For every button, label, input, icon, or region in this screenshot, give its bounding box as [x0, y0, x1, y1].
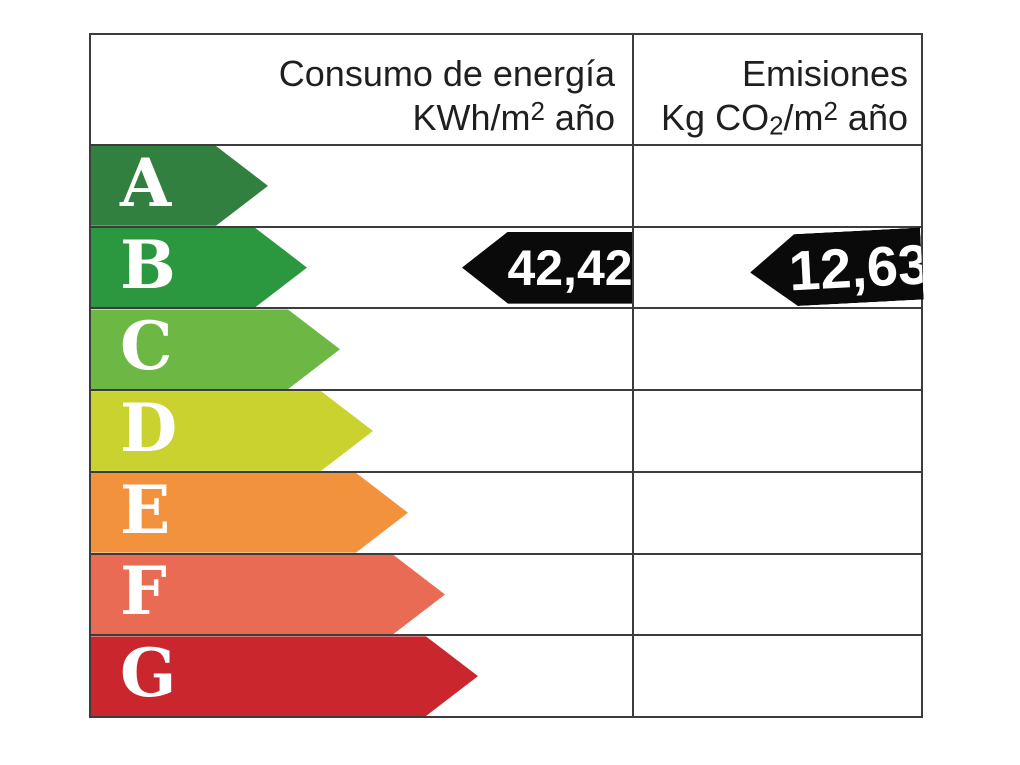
- rating-bar-a: A: [91, 146, 268, 226]
- rating-letter-d: D: [120, 389, 178, 468]
- rating-letter-c: C: [120, 307, 173, 386]
- emissions-unit-tail: año: [837, 96, 908, 138]
- rating-letter-e: E: [120, 470, 171, 549]
- emissions-unit: Kg CO2/m2 año: [632, 96, 908, 143]
- consumption-unit-sup: 2: [530, 98, 545, 127]
- consumption-unit-tail: año: [544, 96, 615, 138]
- rating-bar-f: F: [91, 555, 445, 635]
- emissions-indicator-value: 12,63: [787, 231, 931, 302]
- emissions-unit-sub: 2: [769, 112, 784, 141]
- emissions-unit-base: Kg CO: [661, 96, 770, 138]
- rating-row-g: G: [91, 636, 921, 716]
- rating-row-c: C: [91, 309, 921, 392]
- rating-letter-b: B: [120, 225, 176, 304]
- rating-row-a: A: [91, 146, 921, 228]
- rating-bar-c: C: [91, 309, 340, 389]
- emissions-unit-sup: 2: [823, 98, 838, 127]
- rating-bar-d: D: [91, 391, 373, 471]
- consumption-indicator-arrow: 42,42: [462, 231, 633, 304]
- rating-row-e: E: [91, 473, 921, 555]
- rating-row-b: B 42,42 12,63: [91, 228, 921, 310]
- rating-rows: A B 42,42 12,63 C: [91, 146, 921, 716]
- rating-bar-e: E: [91, 473, 408, 553]
- consumption-indicator-value: 42,42: [507, 239, 633, 296]
- rating-row-d: D: [91, 391, 921, 473]
- rating-bar-b: B: [91, 228, 307, 308]
- consumption-title: Consumo de energía: [278, 53, 615, 94]
- emissions-indicator-arrow: 12,63: [748, 227, 924, 308]
- header-consumption: Consumo de energía KWh/m2 año: [91, 35, 632, 144]
- emissions-unit-mid: /m: [783, 96, 824, 138]
- emissions-title: Emisiones: [741, 53, 908, 94]
- consumption-unit-base: KWh/m: [412, 96, 531, 138]
- consumption-unit: KWh/m2 año: [91, 96, 615, 140]
- rating-letter-g: G: [120, 634, 177, 713]
- column-divider: [632, 35, 634, 716]
- table-header: Consumo de energía KWh/m2 año Emisiones …: [91, 35, 921, 146]
- rating-row-f: F: [91, 555, 921, 637]
- rating-letter-f: F: [120, 552, 167, 631]
- header-emissions: Emisiones Kg CO2/m2 año: [632, 35, 921, 144]
- energy-label-table: Consumo de energía KWh/m2 año Emisiones …: [89, 33, 923, 718]
- rating-letter-a: A: [120, 143, 172, 222]
- rating-bar-g: G: [91, 636, 478, 716]
